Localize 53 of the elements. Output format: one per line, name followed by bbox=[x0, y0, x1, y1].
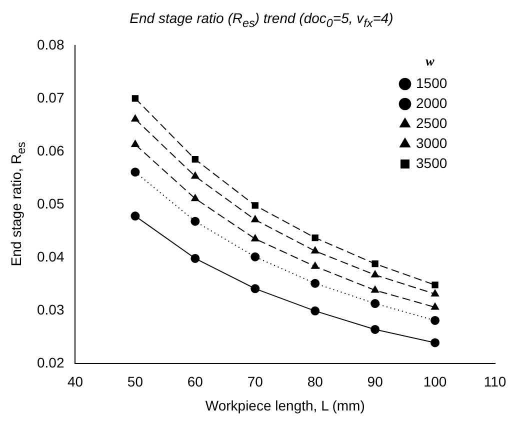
x-tick-label: 40 bbox=[67, 374, 84, 390]
point bbox=[132, 95, 139, 102]
point bbox=[251, 215, 260, 222]
point bbox=[250, 252, 260, 262]
point bbox=[311, 246, 320, 254]
point bbox=[432, 282, 438, 288]
point bbox=[252, 202, 258, 209]
point bbox=[190, 254, 200, 263]
point bbox=[312, 234, 318, 242]
y-tick-label: 0.04 bbox=[37, 248, 64, 264]
y-tick-label: 0.02 bbox=[37, 354, 64, 370]
point bbox=[371, 286, 380, 293]
y-tick-label: 0.07 bbox=[37, 89, 64, 106]
chart-title: End stage ratio (R$_{es}$) trend (doc$_{0}$=5, v$_{fx}$=4) bbox=[128, 9, 394, 32]
point bbox=[371, 270, 380, 278]
point bbox=[251, 234, 260, 242]
x-tick-label: 70 bbox=[247, 374, 264, 390]
x-axis-title: Workpiece length, L (mm) bbox=[205, 397, 365, 414]
legend-label: 3500 bbox=[416, 154, 448, 171]
x-tick-label: 50 bbox=[127, 374, 144, 390]
point bbox=[372, 260, 378, 268]
point bbox=[131, 114, 140, 122]
legend-label: 3000 bbox=[416, 134, 448, 151]
point bbox=[310, 306, 320, 316]
point bbox=[250, 284, 260, 294]
point bbox=[192, 156, 199, 163]
legend-label: 2000 bbox=[416, 94, 448, 111]
y-tick-label: 0.08 bbox=[37, 36, 64, 52]
point bbox=[370, 324, 380, 334]
x-tick-label: 100 bbox=[423, 374, 447, 390]
y-tick-label: 0.05 bbox=[37, 195, 64, 212]
point bbox=[311, 262, 320, 269]
x-tick-label: 90 bbox=[367, 374, 384, 390]
legend-label: 2500 bbox=[416, 114, 448, 131]
point bbox=[191, 172, 200, 179]
y-tick-label: 0.03 bbox=[37, 301, 64, 318]
point bbox=[431, 289, 439, 296]
y-tick-label: 0.06 bbox=[37, 142, 64, 158]
legend-label: 1500 bbox=[416, 74, 448, 91]
legend-title: w bbox=[426, 53, 435, 68]
point bbox=[190, 216, 200, 226]
point bbox=[191, 194, 200, 202]
point bbox=[130, 168, 140, 177]
x-tick-label: 110 bbox=[484, 374, 506, 390]
point bbox=[430, 338, 440, 348]
x-tick-label: 60 bbox=[187, 374, 204, 390]
x-tick-label: 80 bbox=[307, 374, 324, 390]
point bbox=[130, 212, 140, 221]
point bbox=[131, 140, 140, 148]
point bbox=[310, 278, 320, 288]
point bbox=[430, 316, 440, 325]
point bbox=[431, 302, 439, 310]
point bbox=[370, 299, 380, 308]
